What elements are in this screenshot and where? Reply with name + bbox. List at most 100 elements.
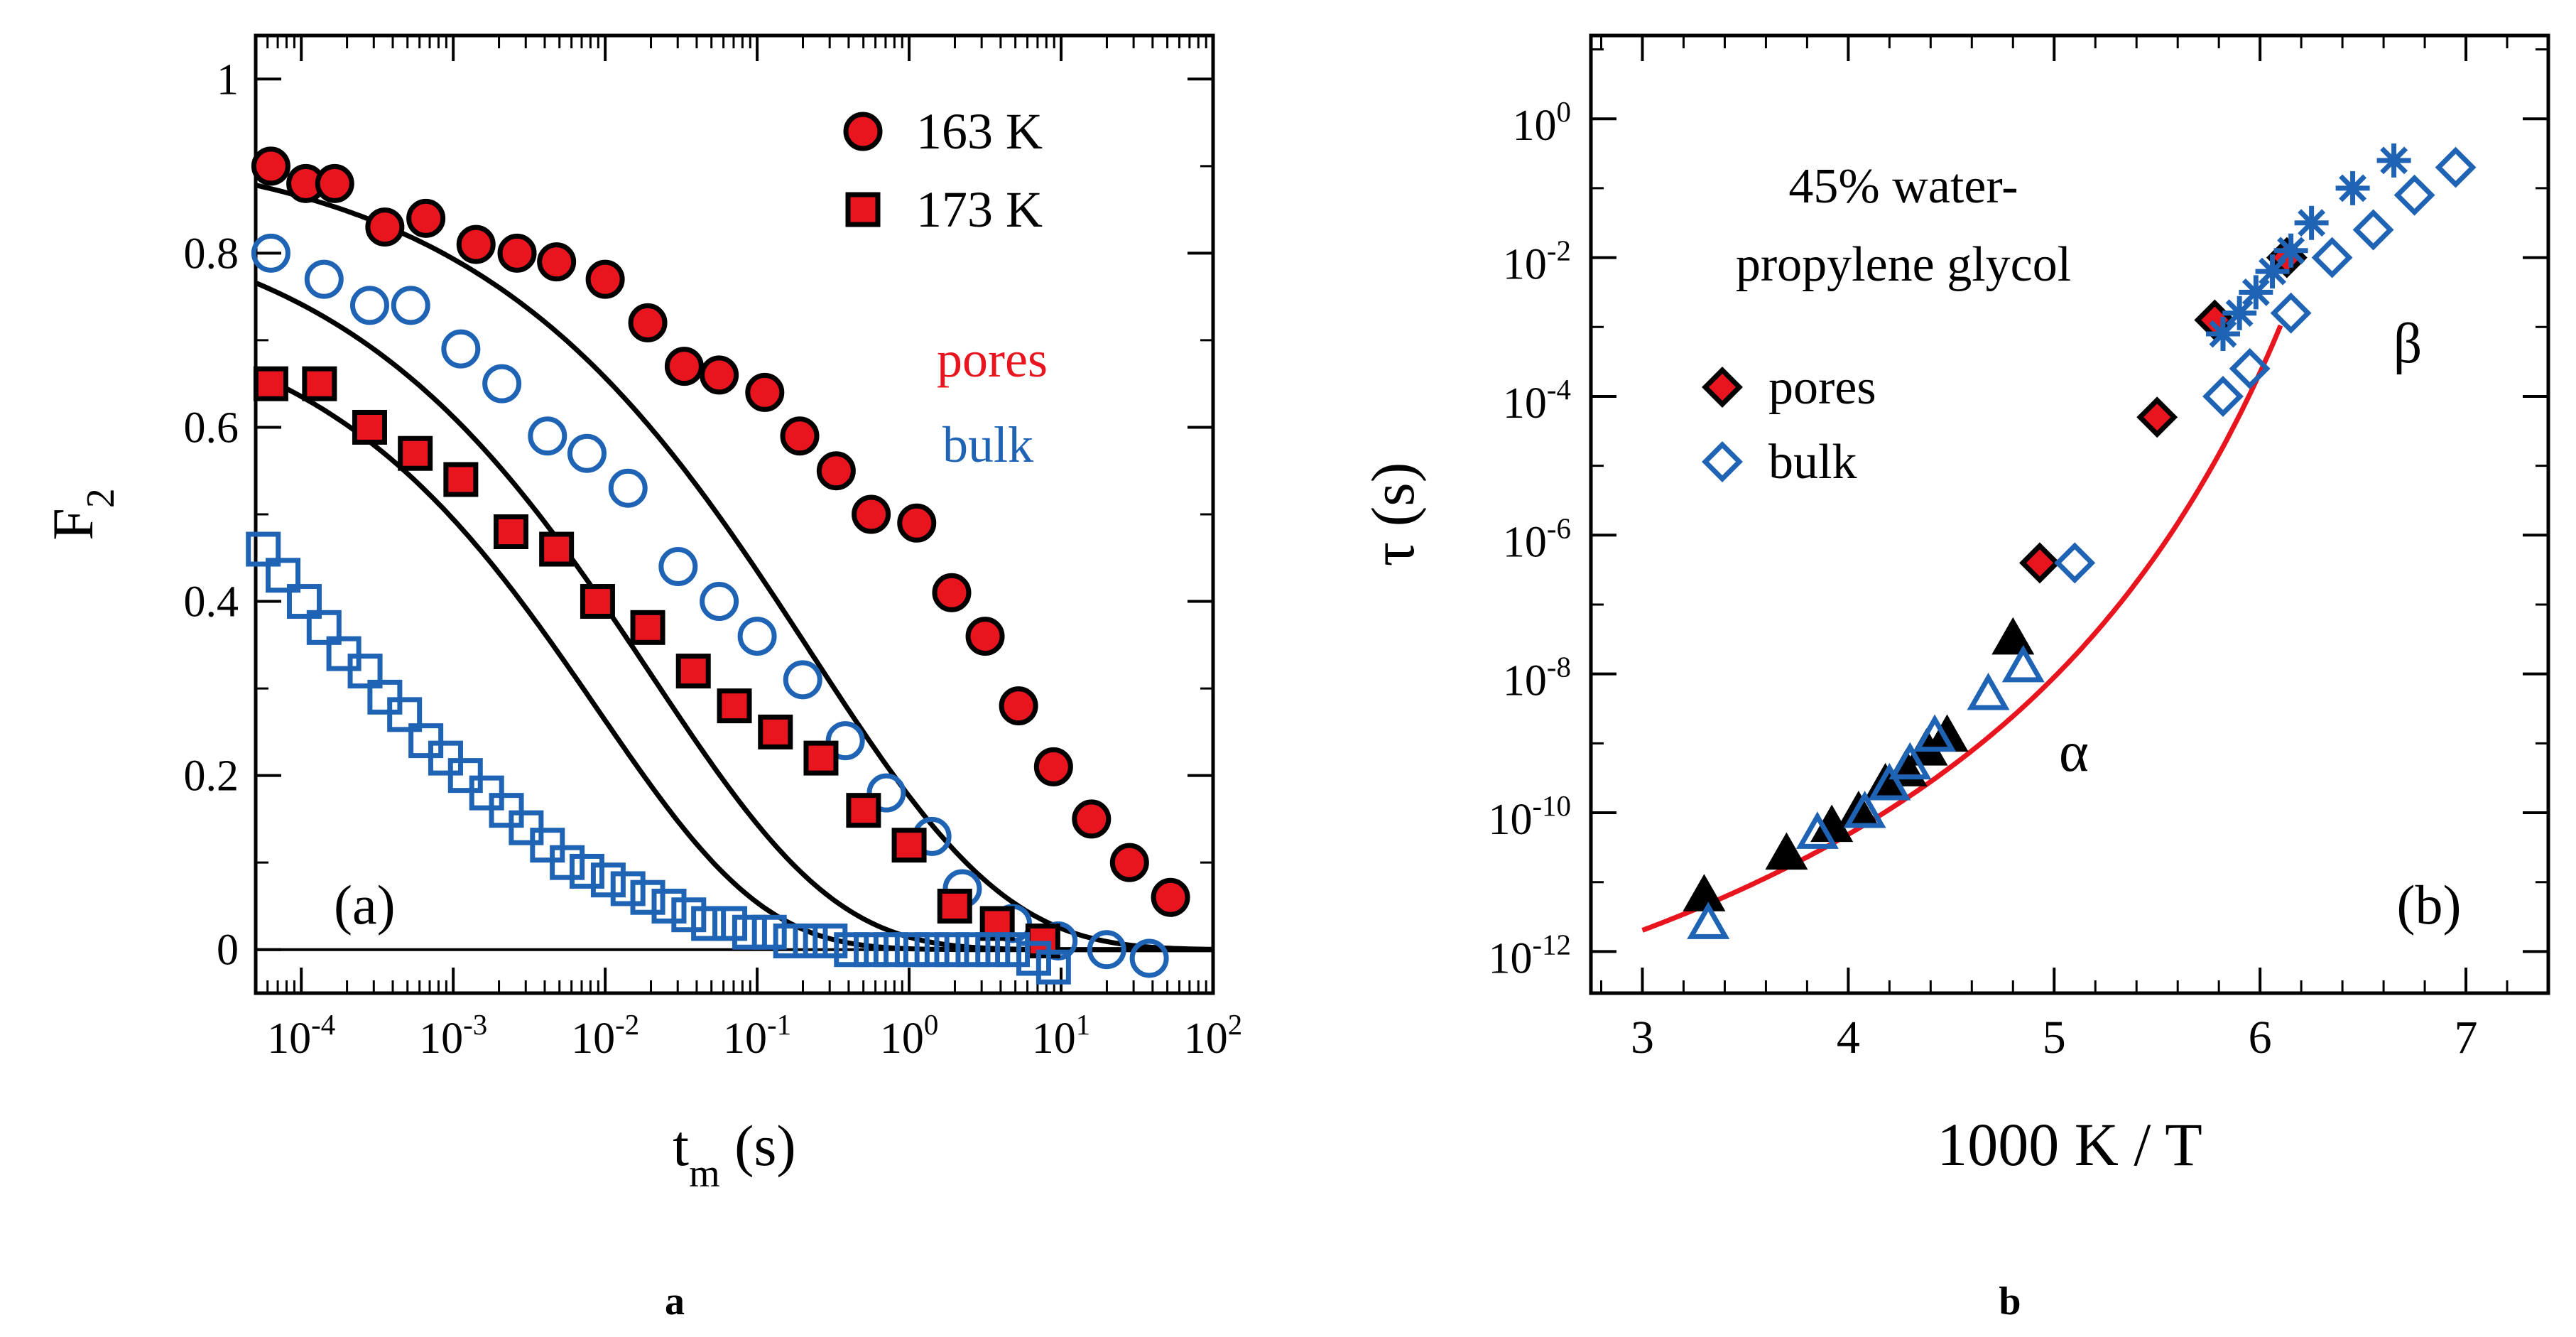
square-point [509, 810, 544, 845]
diamond-point [2352, 209, 2394, 251]
star-point [2335, 170, 2370, 205]
square-point [1036, 949, 1071, 985]
circle-point [1087, 930, 1126, 970]
legend-label: 163 K [916, 103, 1043, 160]
square-point [630, 610, 665, 645]
circle-point [608, 468, 648, 508]
square-point [367, 679, 403, 715]
square-point [493, 514, 528, 550]
star-point [2205, 317, 2240, 352]
x-tick-label: 102 [1184, 1009, 1242, 1063]
square-point [387, 697, 423, 732]
circle-point [528, 416, 567, 456]
triangle-point [1913, 714, 1957, 752]
square-point [717, 688, 752, 724]
square-point [569, 853, 604, 889]
diamond-point [2202, 375, 2244, 417]
square-point [590, 862, 626, 898]
square-point [773, 923, 808, 958]
square-point [873, 932, 908, 968]
circle-point [585, 259, 625, 299]
chart-title-line: propylene glycol [1736, 237, 2071, 292]
annotation-alpha: α [2059, 721, 2089, 784]
caption-a: a [665, 1279, 685, 1324]
square-point [834, 932, 869, 968]
x-tick-label: 5 [2043, 1012, 2066, 1063]
y-tick-label: 100 [1513, 96, 1571, 150]
plot-frame-a [254, 33, 1215, 995]
square-point [651, 888, 687, 924]
circle-point [441, 329, 481, 369]
star-point [2239, 275, 2273, 310]
circle-point [816, 451, 856, 491]
x-tick-label: 6 [2249, 1012, 2272, 1063]
square-point [846, 793, 881, 828]
y-tick-label: 0 [217, 926, 239, 975]
square-point [443, 462, 479, 497]
circle-point [315, 163, 354, 203]
diamond-point [2270, 292, 2312, 334]
square-point [469, 775, 504, 811]
star-point [2294, 205, 2329, 240]
y-tick-label: 10-10 [1488, 790, 1571, 844]
square-point [580, 584, 615, 619]
x-tick-label: 10-1 [723, 1009, 791, 1063]
square-point [813, 923, 848, 958]
circle-point [700, 582, 739, 622]
legend-marker-circle [843, 112, 883, 151]
circle-point [658, 547, 698, 587]
annotation-pores: pores [937, 331, 1048, 388]
square-point [894, 932, 930, 968]
y-tick-label: 0.2 [184, 752, 239, 801]
square-point [326, 636, 362, 671]
circle-point [365, 207, 405, 247]
square-point [793, 923, 828, 958]
circle-point [932, 573, 972, 612]
square-point [539, 531, 575, 567]
diamond-point [2054, 542, 2096, 584]
y-tick-label: 10-2 [1503, 235, 1571, 289]
square-point [530, 828, 565, 863]
panel-a-chart: 10-4 10-3 10-2 10-1 100 101 102 0 0.2 0.4 0.6 0.8 1 t… [40, 33, 1242, 1196]
square-point [246, 531, 281, 567]
diamond-point [2435, 146, 2477, 188]
square-point [691, 906, 727, 941]
y-tick-label: 0.8 [184, 229, 239, 278]
circle-point [304, 259, 344, 299]
star-point [2273, 233, 2308, 268]
square-point [675, 654, 711, 689]
triangle-point [1843, 790, 1886, 828]
legend-label: bulk [1768, 435, 1857, 489]
x-tick-label: 4 [1837, 1012, 1860, 1063]
circle-point [999, 686, 1038, 726]
x-tick-label: 101 [1032, 1009, 1090, 1063]
plot-frame-b [1589, 33, 2550, 995]
square-point [447, 758, 483, 794]
star-point [2376, 143, 2411, 178]
circle-point [745, 372, 785, 412]
square-point [937, 888, 972, 924]
triangle-point [1868, 762, 1911, 801]
square-point [428, 740, 463, 776]
circle-point [897, 503, 937, 543]
triangle-point [1795, 811, 1839, 849]
x-tick-label: 10-4 [267, 1009, 335, 1063]
square-point [302, 366, 337, 401]
circle-point [825, 721, 865, 761]
square-point [732, 914, 767, 950]
star-point [2222, 296, 2257, 330]
circle-point [391, 286, 430, 325]
triangle-point [1683, 874, 1726, 911]
legend-marker-bulk [1702, 441, 1743, 482]
circle-point [664, 347, 704, 386]
circle-point [251, 233, 290, 273]
annotation-beta: β [2393, 313, 2423, 375]
triangle-point [2001, 644, 2045, 683]
triangle-point [1687, 902, 1730, 939]
x-tick-label: 7 [2455, 1012, 2478, 1063]
y-axis-label: τ (s) [1359, 462, 1427, 567]
y-tick-label: 10-6 [1503, 512, 1571, 566]
legend-marker-square [845, 192, 881, 227]
circle-point [965, 617, 1005, 656]
square-point [955, 932, 991, 968]
